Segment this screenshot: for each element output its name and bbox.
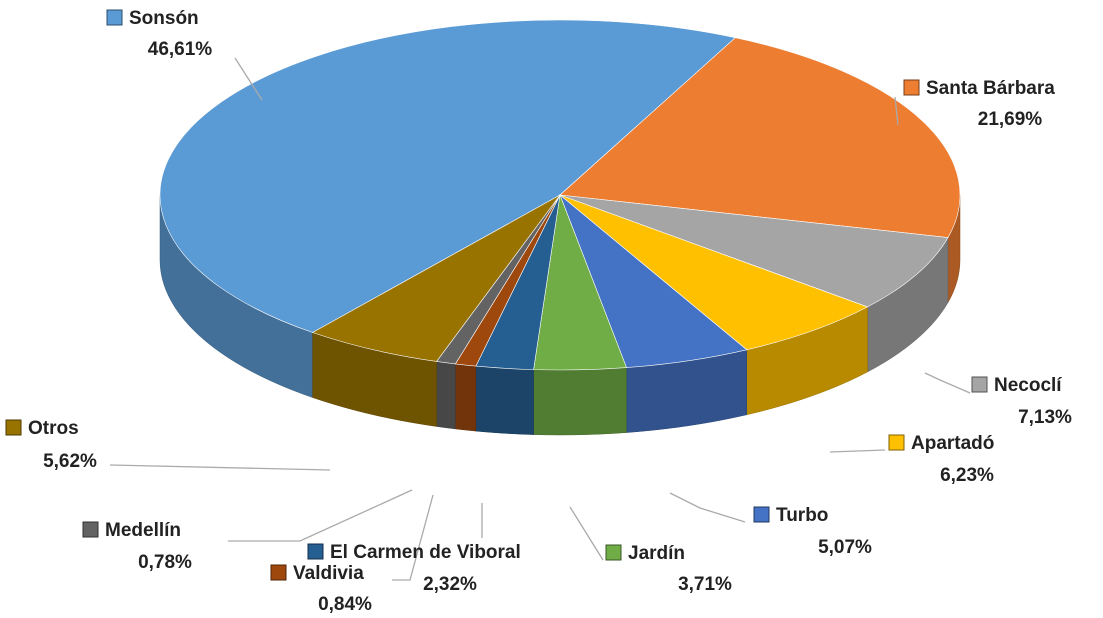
leader-line (569, 506, 604, 561)
slice (311, 194, 561, 362)
leader-line (829, 449, 886, 453)
slice-side (533, 367, 627, 436)
leader-line (669, 492, 746, 523)
category-label: Jardín (628, 543, 685, 564)
slice-side (475, 365, 534, 435)
legend-swatch (888, 434, 905, 451)
slice (559, 37, 961, 238)
slice-side (455, 363, 477, 432)
legend-swatch (605, 544, 622, 561)
slice (559, 194, 949, 308)
category-label: Necoclí (994, 375, 1062, 396)
slice (159, 19, 736, 333)
value-label: 5,07% (818, 537, 872, 558)
value-label: 6,23% (940, 465, 994, 486)
pie-sides (159, 194, 961, 436)
slice (559, 194, 869, 351)
slice-side (436, 361, 456, 430)
labels: Sonsón 46,61% Santa Bárbara 21,69% Necoclí 7,… (5, 8, 1072, 615)
category-label: Sonsón (129, 8, 199, 29)
leader-line (109, 464, 331, 471)
legend-swatch (971, 376, 988, 393)
category-label: Otros (28, 418, 79, 439)
leader-line (894, 96, 899, 126)
legend-swatch (5, 419, 22, 436)
category-label: Santa Bárbara (926, 78, 1055, 99)
value-label: 21,69% (978, 109, 1043, 130)
value-label: 0,84% (318, 594, 372, 615)
category-label: Medellín (105, 520, 181, 541)
category-label: El Carmen de Viboral (330, 542, 521, 563)
legend-swatch (307, 543, 324, 560)
leader-line (234, 57, 263, 101)
value-label: 46,61% (148, 39, 213, 60)
pie-tops (159, 19, 961, 371)
legend-swatch (753, 506, 770, 523)
category-label: Apartadó (911, 433, 994, 454)
category-label: Valdivia (293, 563, 364, 584)
leader-line (392, 494, 434, 581)
leader-line (228, 489, 413, 542)
value-label: 7,13% (1018, 407, 1072, 428)
legend-swatch (270, 564, 287, 581)
legend-swatch (106, 9, 123, 26)
value-label: 2,32% (423, 574, 477, 595)
value-label: 3,71% (678, 574, 732, 595)
leader-line (924, 372, 971, 394)
value-label: 5,62% (43, 451, 97, 472)
legend-swatch (82, 521, 99, 538)
legend-swatch (903, 79, 920, 96)
value-label: 0,78% (138, 552, 192, 573)
category-label: Turbo (776, 505, 828, 526)
